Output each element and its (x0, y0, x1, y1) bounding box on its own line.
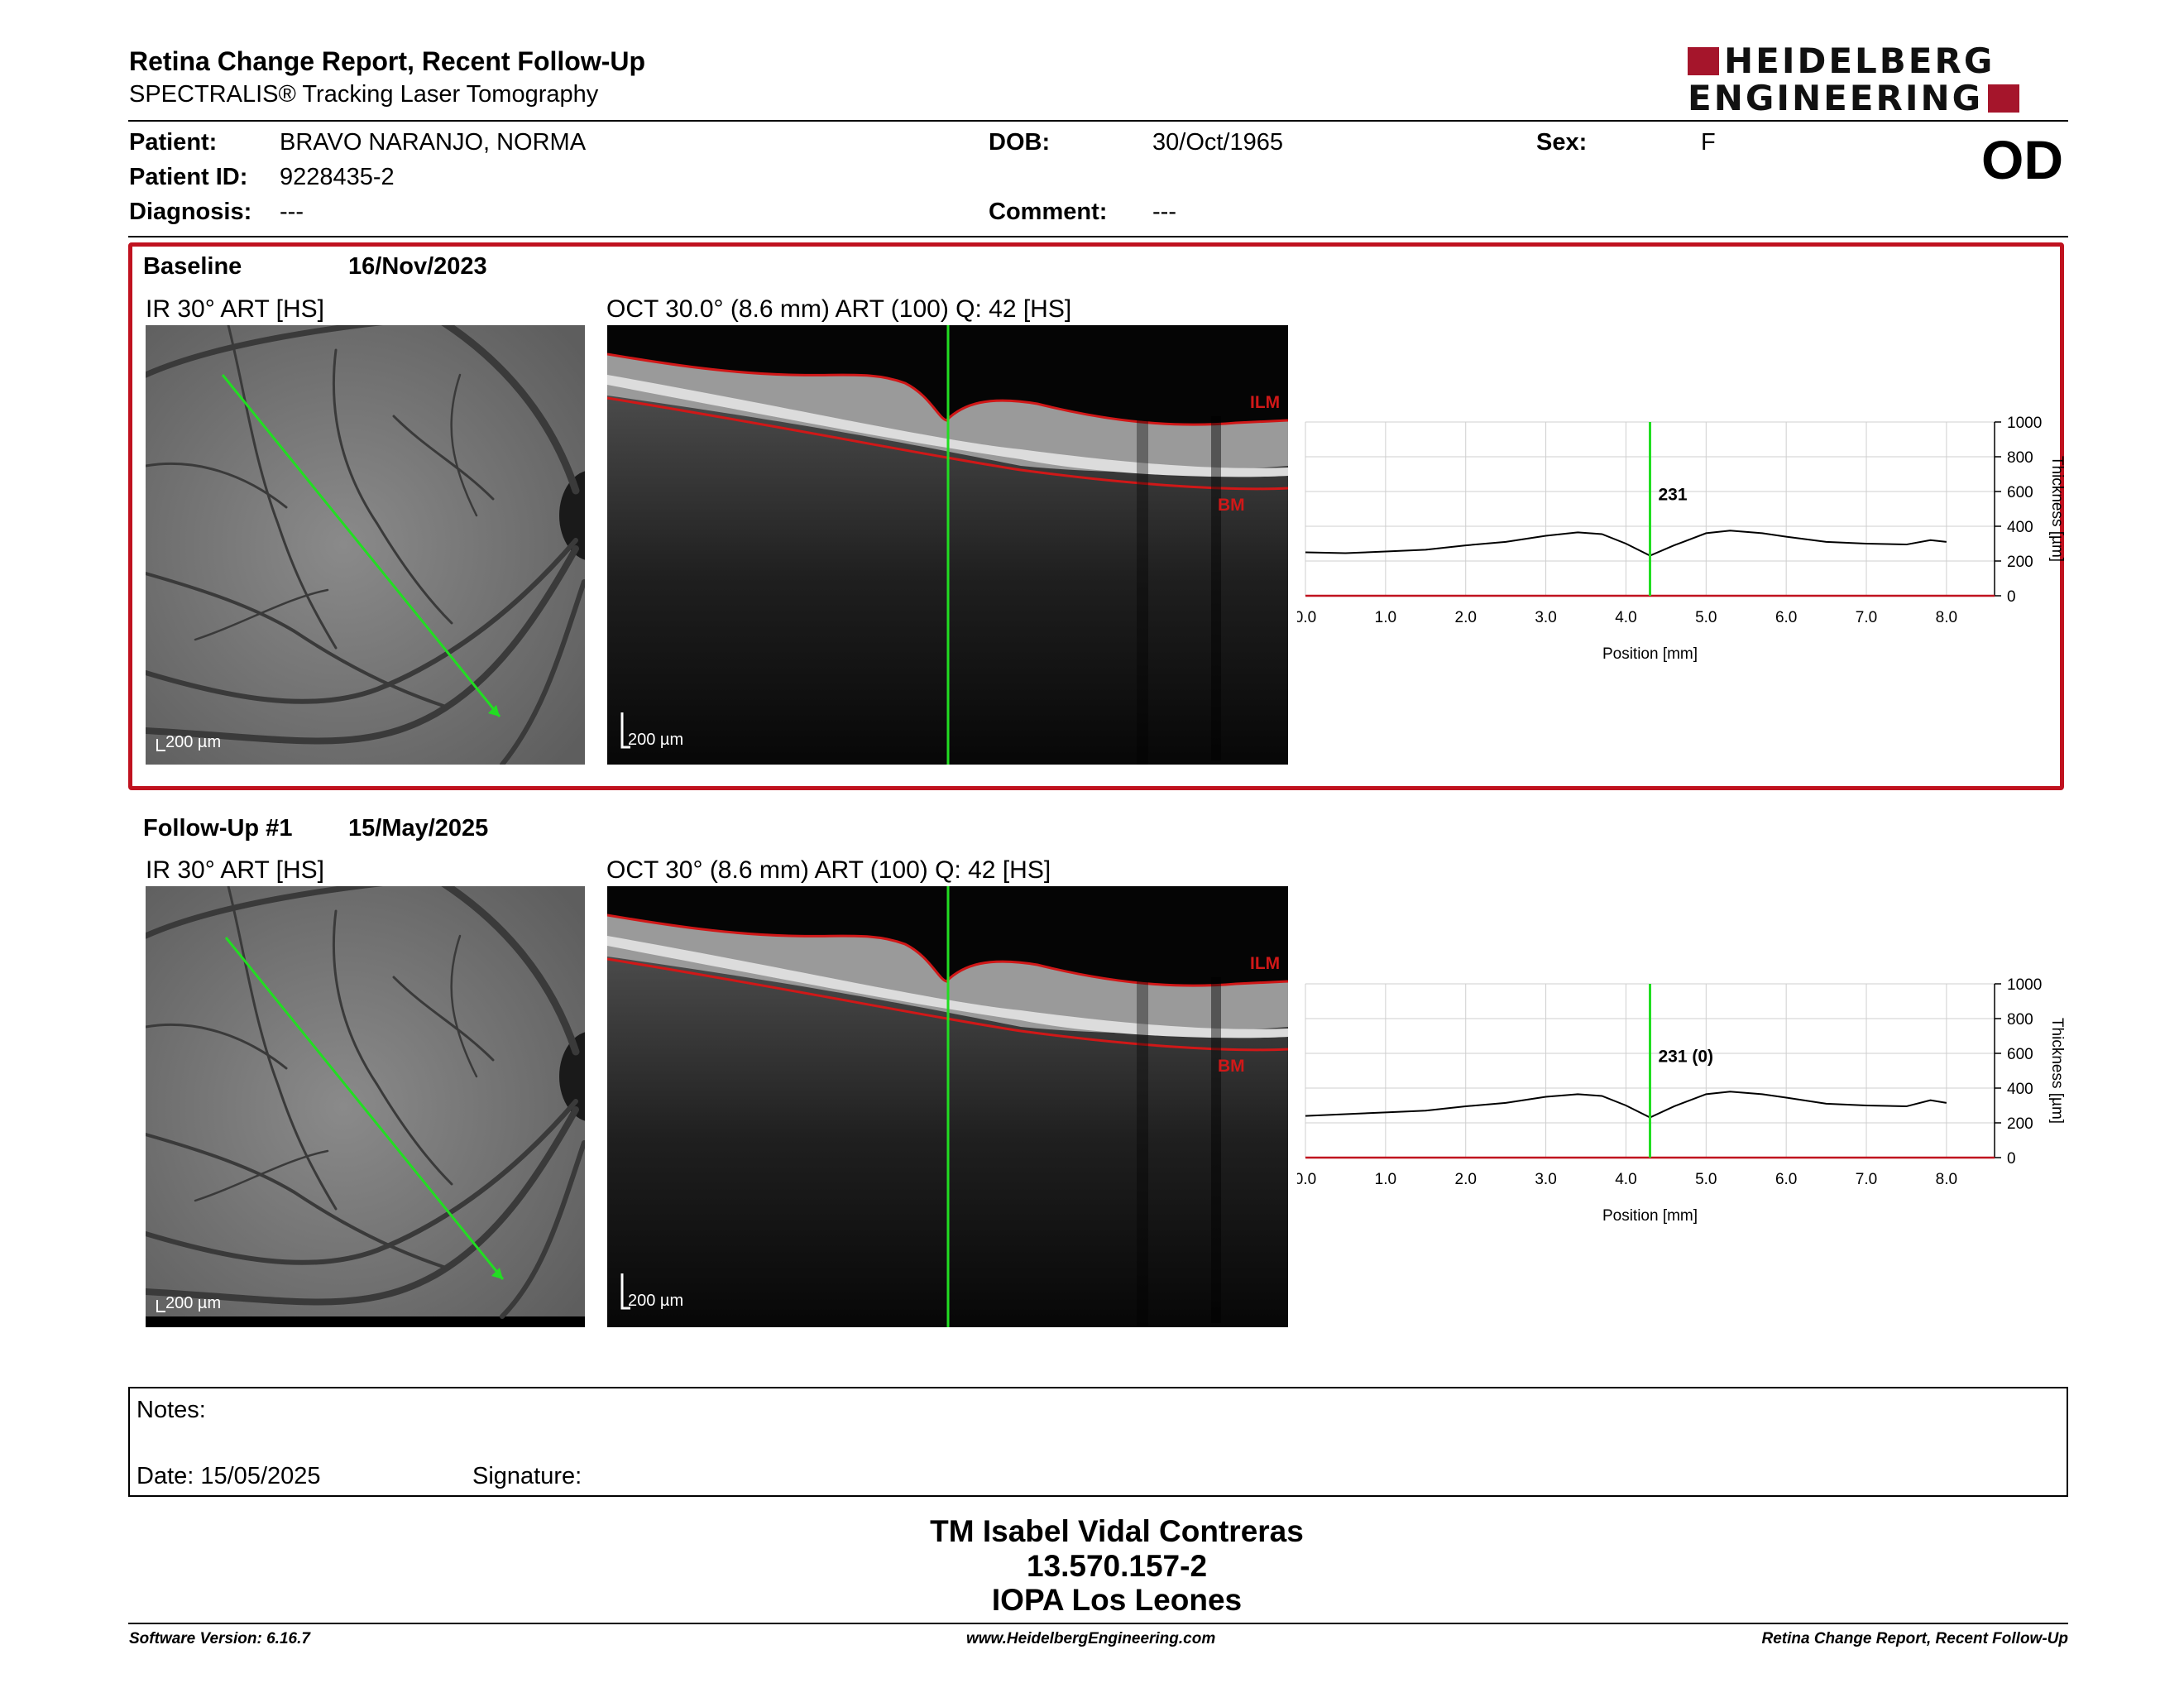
followup-bm-label: BM (1218, 1057, 1245, 1076)
x-tick-label: 3.0 (1535, 1171, 1556, 1188)
x-tick-label: 7.0 (1856, 609, 1877, 626)
followup-oct-caption: OCT 30° (8.6 mm) ART (100) Q: 42 [HS] (606, 856, 1051, 884)
y-tick-label: 200 (2007, 554, 2033, 571)
y-tick-label: 600 (2007, 484, 2033, 501)
y-tick-label: 600 (2007, 1046, 2033, 1063)
x-tick-label: 2.0 (1455, 1171, 1477, 1188)
marker-value-label: 231 (1659, 486, 1688, 505)
followup-ilm-label: ILM (1250, 954, 1280, 973)
sex-label: Sex: (1536, 129, 1588, 156)
x-tick-label: 6.0 (1775, 609, 1797, 626)
x-tick-label: 5.0 (1695, 609, 1717, 626)
marker-value-label: 231 (0) (1659, 1048, 1714, 1067)
y-axis-title: Thickness [µm] (2048, 456, 2066, 562)
footer-report-name: Retina Change Report, Recent Follow-Up (1761, 1630, 2068, 1647)
report-title: Retina Change Report, Recent Follow-Up (129, 46, 646, 76)
y-tick-label: 1000 (2007, 415, 2042, 432)
comment-label: Comment: (989, 199, 1108, 225)
patient-label: Patient: (129, 129, 218, 156)
x-tick-label: 0.0 (1297, 609, 1316, 626)
y-tick-label: 400 (2007, 519, 2033, 536)
sex-value: F (1701, 129, 1716, 156)
baseline-ir-scale-text: 200 µm (165, 733, 221, 751)
logo-text-engineering: ENGINEERING (1688, 78, 1984, 118)
baseline-oct-scale-text: 200 µm (628, 731, 683, 749)
signer-name: TM Isabel Vidal Contreras (930, 1514, 1304, 1548)
followup-ir-fundus-image[interactable]: 200 µm (146, 886, 585, 1327)
header-divider (128, 120, 2068, 122)
x-tick-label: 0.0 (1297, 1171, 1316, 1188)
x-tick-label: 5.0 (1695, 1171, 1717, 1188)
logo-text-heidelberg: HEIDELBERG (1724, 41, 1995, 81)
followup-thickness-chart[interactable]: 0.0 1.0 2.0 3.0 4.0 5.0 6.0 7.0 8.0 0 200 400 600 800… (1297, 971, 2075, 1236)
x-tick-label: 2.0 (1455, 609, 1477, 626)
y-tick-label: 1000 (2007, 976, 2042, 994)
notes-label: Notes: (136, 1397, 206, 1423)
dob-value: 30/Oct/1965 (1152, 129, 1283, 156)
x-tick-label: 1.0 (1375, 1171, 1396, 1188)
y-tick-label: 800 (2007, 449, 2033, 467)
dob-label: DOB: (989, 129, 1051, 156)
followup-oct-bscan-image[interactable]: ILM BM 200 µm (607, 886, 1288, 1327)
notes-date: Date: 15/05/2025 (136, 1463, 321, 1489)
diagnosis-value: --- (280, 199, 304, 225)
x-tick-label: 7.0 (1856, 1171, 1877, 1188)
software-version: Software Version: 6.16.7 (129, 1630, 310, 1647)
baseline-ir-fundus-image[interactable]: 200 µm (146, 325, 585, 765)
x-axis-title: Position [mm] (1602, 1207, 1698, 1225)
x-tick-label: 8.0 (1936, 1171, 1957, 1188)
x-tick-label: 4.0 (1615, 1171, 1636, 1188)
logo-square-right (1988, 84, 2020, 113)
y-tick-label: 0 (2007, 1150, 2016, 1168)
logo-line-2: ENGINEERING (1688, 78, 2020, 118)
patient-name: BRAVO NARANJO, NORMA (280, 129, 587, 156)
baseline-section-frame[interactable] (128, 242, 2064, 790)
baseline-label: Baseline (143, 253, 242, 280)
patient-divider (128, 236, 2068, 237)
y-tick-label: 800 (2007, 1011, 2033, 1029)
comment-value: --- (1152, 199, 1176, 225)
baseline-thickness-chart[interactable]: 0.0 1.0 2.0 3.0 4.0 5.0 6.0 7.0 8.0 0 200 400 600 800… (1297, 410, 2075, 674)
followup-oct-scale-text: 200 µm (628, 1292, 683, 1310)
x-tick-label: 6.0 (1775, 1171, 1797, 1188)
y-axis-title: Thickness [µm] (2048, 1018, 2066, 1124)
notes-box[interactable]: Notes: Date: 15/05/2025 Signature: (128, 1387, 2068, 1497)
report-subtitle: SPECTRALIS® Tracking Laser Tomography (129, 81, 599, 108)
website-link[interactable]: www.HeidelbergEngineering.com (966, 1630, 1216, 1647)
baseline-oct-bscan-image[interactable]: ILM BM 200 µm (607, 325, 1288, 765)
signer-org: IOPA Los Leones (991, 1583, 1243, 1617)
baseline-oct-caption: OCT 30.0° (8.6 mm) ART (100) Q: 42 [HS] (606, 295, 1072, 323)
signer-id: 13.570.157-2 (1026, 1549, 1208, 1583)
y-tick-label: 200 (2007, 1115, 2033, 1133)
baseline-date: 16/Nov/2023 (348, 253, 487, 280)
footer-divider (128, 1623, 2068, 1624)
patient-id-label: Patient ID: (129, 164, 248, 190)
x-tick-label: 3.0 (1535, 609, 1556, 626)
followup-date: 15/May/2025 (348, 815, 489, 842)
x-axis-title: Position [mm] (1602, 645, 1698, 663)
x-tick-label: 4.0 (1615, 609, 1636, 626)
baseline-bm-label: BM (1218, 496, 1245, 515)
diagnosis-label: Diagnosis: (129, 199, 252, 225)
baseline-ilm-label: ILM (1250, 393, 1280, 412)
baseline-ir-caption: IR 30° ART [HS] (146, 295, 324, 323)
y-tick-label: 0 (2007, 588, 2016, 606)
y-tick-label: 400 (2007, 1081, 2033, 1098)
followup-ir-scale-text: 200 µm (165, 1294, 221, 1312)
x-tick-label: 8.0 (1936, 609, 1957, 626)
patient-id-value: 9228435-2 (280, 164, 395, 190)
signature-label: Signature: (472, 1463, 582, 1489)
followup-label: Follow-Up #1 (143, 815, 293, 842)
followup-ir-caption: IR 30° ART [HS] (146, 856, 324, 884)
x-tick-label: 1.0 (1375, 609, 1396, 626)
logo-line-1: HEIDELBERG (1688, 41, 1995, 81)
eye-indicator: OD (1981, 129, 2063, 190)
logo-square-left (1688, 47, 1719, 75)
